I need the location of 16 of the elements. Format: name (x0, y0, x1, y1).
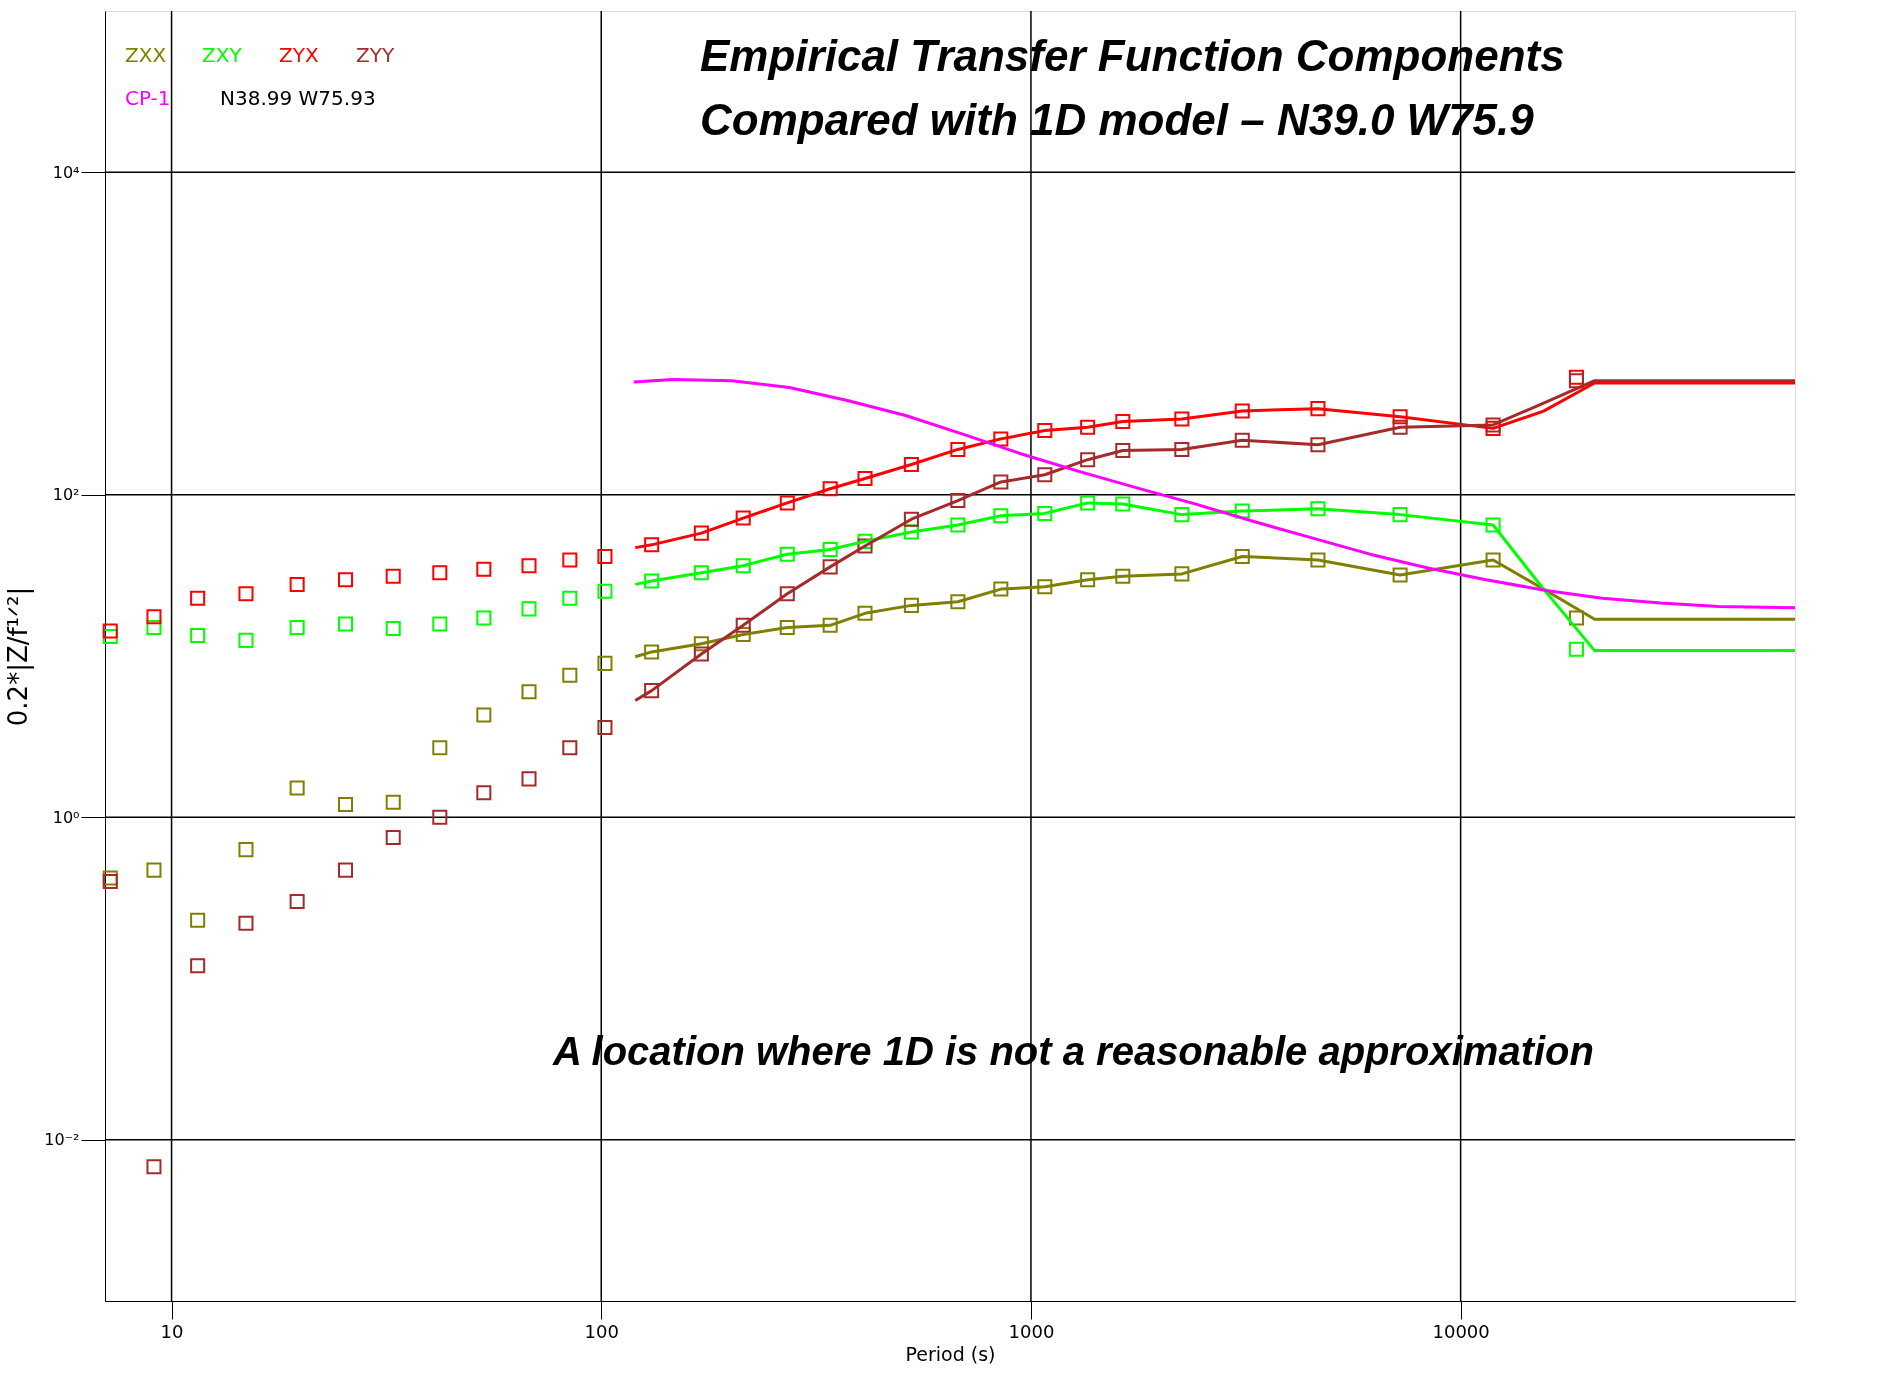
text: ZXY (202, 43, 243, 67)
x-axis-title: Period (s) (905, 1342, 996, 1365)
y-tick-label: 10² (52, 485, 80, 505)
y-axis-title: 0.2*|Z/f¹ᐟ²| (3, 586, 35, 727)
text: CP-1 (125, 86, 171, 110)
annotation: N38.99 W75.93 (220, 86, 376, 110)
x-tick-label: 1000 (1008, 1320, 1055, 1342)
text: ZYY (356, 43, 395, 67)
y-tick-label: 10⁰ (52, 807, 80, 827)
x-tick-label: 100 (584, 1320, 619, 1342)
text: ZXX (125, 43, 167, 67)
x-tick-label: 10000 (1432, 1320, 1490, 1342)
text: ZYX (279, 43, 319, 67)
y-tick-label: 10⁻² (44, 1130, 80, 1150)
x-tick-label: 10 (160, 1320, 184, 1342)
y-tick-label: 10⁴ (52, 162, 80, 182)
